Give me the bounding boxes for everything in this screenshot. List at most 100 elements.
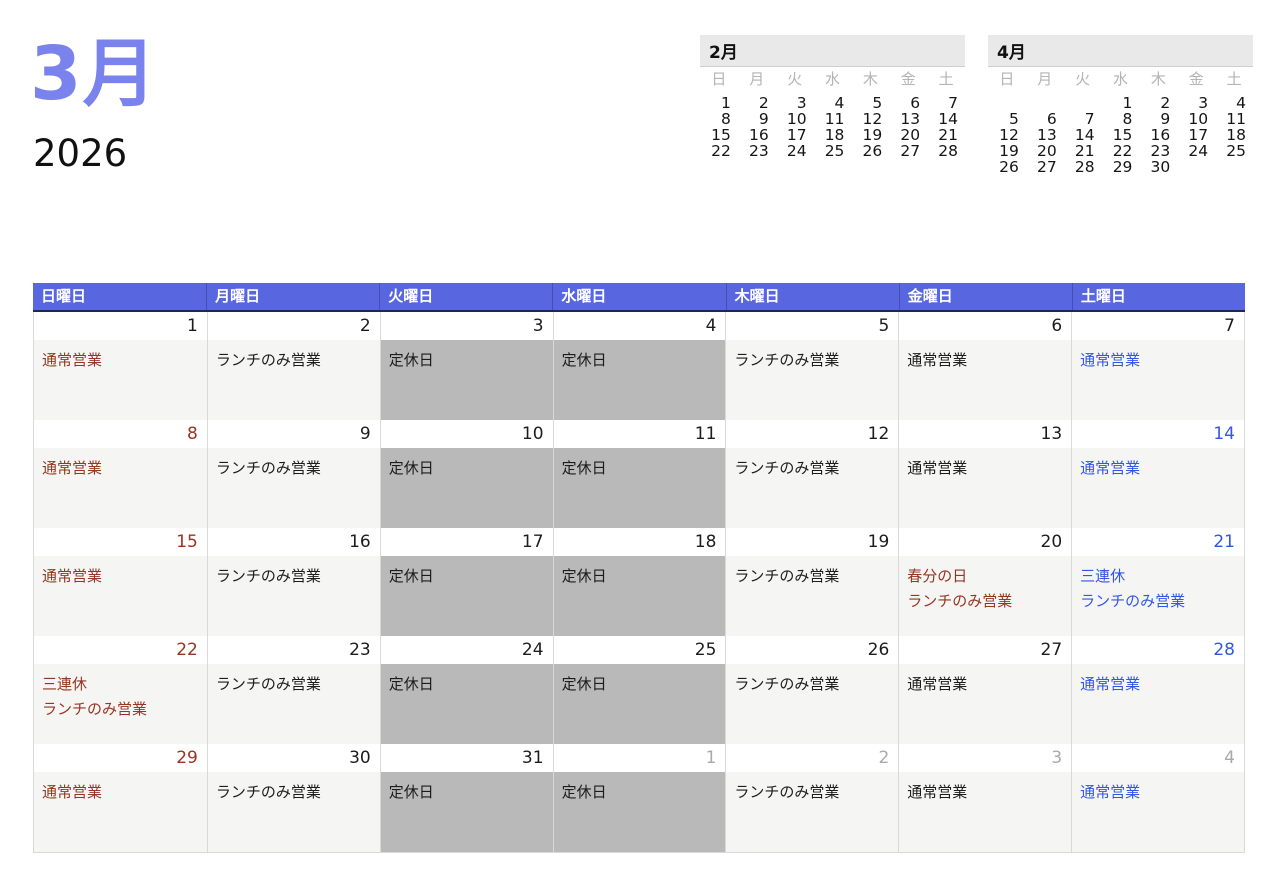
day-note: ランチのみ営業 [734, 351, 840, 369]
date-number: 9 [206, 420, 380, 448]
date-number-row: 8 9 10 11 12 13 14 [34, 420, 1244, 448]
weekday-header: 月曜日 [206, 283, 379, 310]
mini-day-number: 27 [1036, 158, 1057, 176]
mini-day-number: 14 [938, 110, 958, 128]
day-note: 通常営業 [1080, 459, 1141, 477]
date-number: 4 [552, 312, 726, 340]
mini-week-row: 22 23 24 25 26 27 28 [700, 143, 965, 159]
date-number-row: 15 16 17 18 19 20 21 [34, 528, 1244, 556]
mini-weekday-label: 金 [900, 70, 916, 88]
day-note: 通常営業 [1080, 783, 1141, 801]
date-number: 21 [1071, 528, 1244, 556]
mini-week-row: 15 16 17 18 19 20 21 [700, 127, 965, 143]
day-note: 通常営業 [907, 351, 968, 369]
mini-day-number: 7 [948, 94, 958, 112]
day-cell: ランチのみ営業 [725, 340, 899, 420]
day-note: 定休日 [561, 351, 607, 369]
mini-day-number: 6 [910, 94, 921, 112]
mini-day-number: 29 [1112, 158, 1133, 176]
weekday-header-row: 日曜日 月曜日 火曜日 水曜日 木曜日 金曜日 土曜日 [33, 283, 1245, 312]
day-notes-row: 通常営業 ランチのみ営業 定休日 定休日 ランチのみ営業 通常営業 通常営業 [34, 772, 1244, 852]
date-number: 3 [379, 312, 553, 340]
mini-week-row: 19 20 21 22 23 24 25 [988, 143, 1253, 159]
mini-day-number: 7 [1084, 110, 1095, 128]
mini-day-number: 16 [1150, 126, 1171, 144]
mini-day-number [1215, 159, 1253, 175]
day-cell: 通常営業 [898, 772, 1072, 852]
day-note: ランチのみ営業 [215, 459, 321, 477]
mini-calendar-title: 2月 [700, 35, 965, 67]
mini-day-number [1177, 159, 1215, 175]
main-calendar: 日曜日 月曜日 火曜日 水曜日 木曜日 金曜日 土曜日 1 2 3 4 5 6 7 通常営業 ランチのみ営業定… [33, 283, 1245, 853]
day-cell: 通常営業 [1071, 448, 1244, 528]
mini-calendar-previous-month: 2月日月火水木金土 1 2 3 4 5 6 7 8 9 10 11 12 13 14 15 16 17 18 19 20… [700, 35, 965, 159]
day-cell: 通常営業 [1071, 664, 1244, 744]
date-number: 1 [552, 744, 726, 772]
mini-day-number: 1 [1122, 94, 1133, 112]
mini-day-number: 16 [748, 126, 769, 144]
date-number: 6 [898, 312, 1071, 340]
day-note: 三連休 [1080, 567, 1126, 585]
mini-day-number: 23 [748, 142, 769, 160]
date-number: 28 [1071, 636, 1244, 664]
day-note: 通常営業 [907, 783, 968, 801]
day-cell: ランチのみ営業 [206, 664, 380, 744]
mini-day-number: 21 [938, 126, 958, 144]
day-note: 通常営業 [42, 567, 103, 585]
date-number: 1 [187, 316, 198, 336]
date-number: 27 [898, 636, 1071, 664]
mini-weekday-label: 土 [938, 70, 954, 88]
date-number: 24 [379, 636, 553, 664]
mini-weekday-label: 土 [1226, 70, 1242, 88]
day-notes-row: 通常営業 ランチのみ営業 定休日 定休日 ランチのみ営業 通常営業 通常営業 [34, 340, 1244, 420]
day-note: 通常営業 [1080, 351, 1141, 369]
mini-day-number: 12 [999, 126, 1019, 144]
mini-day-number: 15 [1112, 126, 1133, 144]
mini-day-number: 2 [758, 94, 769, 112]
date-number: 12 [725, 420, 898, 448]
day-cell: 定休日 [552, 664, 726, 744]
day-note: 春分の日 [907, 567, 968, 585]
day-cell: 定休日 [379, 664, 553, 744]
day-cell: ランチのみ営業 [206, 448, 380, 528]
mini-day-number: 22 [1112, 142, 1133, 160]
mini-weekday-label: 日 [999, 70, 1015, 88]
day-notes-row: 通常営業 ランチのみ営業 定休日 定休日 ランチのみ営業 春分の日 ランチのみ営業 三連休 ラン… [34, 556, 1244, 636]
day-note: ランチのみ営業 [734, 459, 840, 477]
weekday-header: 土曜日 [1071, 283, 1245, 310]
mini-week-row: 26 27 28 29 30 [988, 159, 1253, 175]
mini-day-number: 5 [872, 94, 883, 112]
date-number: 17 [379, 528, 553, 556]
mini-weekday-label: 日 [711, 70, 727, 88]
day-cell: ランチのみ営業 [725, 772, 899, 852]
mini-day-number: 3 [796, 94, 807, 112]
date-number: 14 [1071, 420, 1244, 448]
mini-day-number [1026, 95, 1064, 111]
mini-weekday-row: 日月火水木金土 [988, 71, 1253, 88]
day-cell: 通常営業 [1071, 340, 1244, 420]
day-cell: ランチのみ営業 [725, 448, 899, 528]
day-cell: ランチのみ営業 [206, 556, 380, 636]
weekday-header: 木曜日 [725, 283, 899, 310]
day-note: 通常営業 [42, 351, 103, 369]
date-number: 19 [725, 528, 898, 556]
mini-day-number: 18 [1226, 126, 1246, 144]
day-note: 定休日 [561, 675, 607, 693]
weekday-header: 火曜日 [379, 283, 552, 310]
weekday-header: 日曜日 [41, 287, 87, 305]
day-note: 定休日 [561, 783, 607, 801]
mini-day-number: 10 [786, 110, 807, 128]
mini-weekday-label: 木 [1150, 70, 1166, 88]
mini-day-number: 25 [1226, 142, 1246, 160]
day-cell: 春分の日 ランチのみ営業 [898, 556, 1072, 636]
day-note: ランチのみ営業 [734, 783, 840, 801]
date-number: 23 [206, 636, 380, 664]
day-cell: 定休日 [552, 772, 726, 852]
mini-week-row: 1 2 3 4 5 6 7 [700, 95, 965, 111]
day-cell: 定休日 [552, 340, 726, 420]
mini-day-number: 13 [900, 110, 921, 128]
mini-day-number: 17 [786, 126, 807, 144]
mini-day-number: 26 [999, 158, 1019, 176]
date-number-row: 22 23 24 25 26 27 28 [34, 636, 1244, 664]
